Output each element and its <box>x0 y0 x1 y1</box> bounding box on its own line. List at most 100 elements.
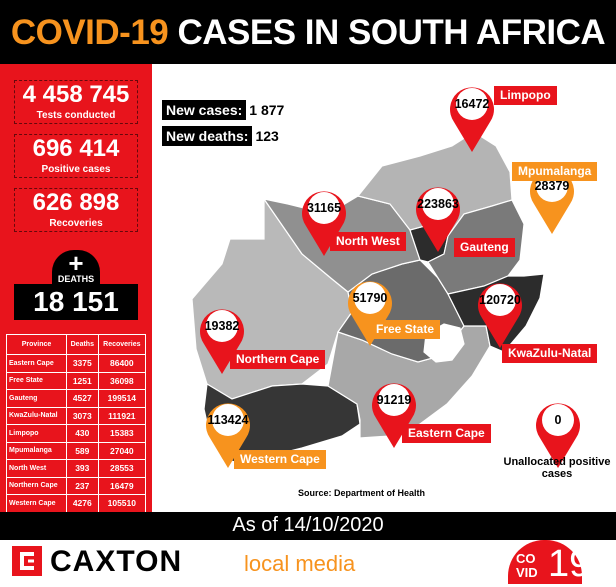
cell-deaths: 4276 <box>65 494 99 513</box>
cell-recoveries: 28553 <box>97 459 147 478</box>
table-row: Limpopo 430 15383 <box>6 424 147 443</box>
date-bar: As of 14/10/2020 <box>0 512 616 540</box>
cell-recoveries: 199514 <box>97 389 147 408</box>
pin-eastern-cape: 91219 <box>370 380 418 450</box>
brand-sub: local media <box>244 551 356 576</box>
table-row: Free State 1251 36098 <box>6 371 147 390</box>
positive-value: 696 414 <box>32 135 120 162</box>
pin-count: 91219 <box>376 393 412 407</box>
cell-recoveries: 111921 <box>97 406 147 425</box>
table-header: Recoveries <box>97 334 147 355</box>
caxton-logo-icon <box>12 546 42 576</box>
pin-gauteng: 223863 <box>414 184 462 254</box>
cell-deaths: 589 <box>65 441 99 460</box>
covid-badge: CO VID 19 <box>508 540 590 584</box>
map-pin-icon <box>416 187 460 252</box>
map-pin-icon <box>302 191 346 256</box>
positive-label: Positive cases <box>41 164 111 175</box>
label-free-state: Free State <box>370 320 441 339</box>
covid-badge-bottom: VID <box>516 565 538 580</box>
cell-deaths: 393 <box>65 459 99 478</box>
table-row: Eastern Cape 3375 86400 <box>6 354 147 373</box>
table-header: Deaths <box>65 334 99 355</box>
label-unallocated: Unallocated positive cases <box>503 456 611 480</box>
tests-value: 4 458 745 <box>22 81 130 108</box>
brand-name: CAXTON <box>50 545 183 578</box>
table-header-row: Province Deaths Recoveries <box>6 334 147 355</box>
new-cases-value: 1 877 <box>249 102 285 118</box>
label-western-cape: Western Cape <box>234 450 326 469</box>
cell-province: North West <box>6 459 67 478</box>
new-deaths-row: New deaths: 123 <box>162 126 279 146</box>
title-rest: CASES IN SOUTH AFRICA <box>177 13 606 52</box>
cell-province: Mpumalanga <box>6 441 67 460</box>
title-accent: COVID-19 <box>10 13 169 52</box>
new-cases-label: New cases: <box>162 100 247 120</box>
pin-north-west: 31165 <box>300 188 348 258</box>
pin-count: 120720 <box>479 293 521 307</box>
pin-unallocated: 0 <box>534 400 582 470</box>
pin-limpopo: 16472 <box>448 84 496 154</box>
covid-badge-top: CO <box>516 551 536 566</box>
label-eastern-cape: Eastern Cape <box>402 424 491 443</box>
cell-province: Western Cape <box>6 494 67 513</box>
pin-count: 0 <box>554 413 562 427</box>
covid-badge-number: 19 <box>548 543 591 585</box>
label-north-west: North West <box>330 232 406 251</box>
cell-province: Limpopo <box>6 424 67 443</box>
recoveries-label: Recoveries <box>49 218 103 229</box>
recoveries-value: 626 898 <box>32 189 120 216</box>
footer: CAXTON local media CO VID 19 <box>0 540 616 587</box>
map-pin-icon <box>372 383 416 448</box>
tests-box: 4 458 745 Tests conducted <box>14 80 138 124</box>
cell-recoveries: 36098 <box>97 371 147 390</box>
table-row: Western Cape 4276 105510 <box>6 494 147 513</box>
map-pin-icon <box>200 309 244 374</box>
pin-count: 16472 <box>454 97 490 111</box>
label-gauteng: Gauteng <box>454 238 515 257</box>
map-pin-icon <box>206 403 250 468</box>
table-header: Province <box>6 334 67 355</box>
positive-box: 696 414 Positive cases <box>14 134 138 178</box>
map-pin-icon <box>478 283 522 348</box>
cell-deaths: 3375 <box>65 354 99 373</box>
label-northern-cape: Northern Cape <box>230 350 326 369</box>
cell-recoveries: 15383 <box>97 424 147 443</box>
pin-kwazulu-natal: 120720 <box>476 280 524 350</box>
cell-province: Northern Cape <box>6 476 67 495</box>
recoveries-box: 626 898 Recoveries <box>14 188 138 232</box>
deaths-label: DEATHS <box>57 274 95 284</box>
cell-deaths: 4527 <box>65 389 99 408</box>
pin-western-cape: 113424 <box>204 400 252 470</box>
cell-recoveries: 105510 <box>97 494 147 513</box>
map-pin-icon <box>450 87 494 152</box>
deaths-tab: + DEATHS <box>52 250 100 284</box>
pin-count: 113424 <box>207 413 249 427</box>
map-pin-icon <box>348 281 392 346</box>
pin-count: 31165 <box>306 201 342 215</box>
cell-deaths: 237 <box>65 476 99 495</box>
table-row: Northern Cape 237 16479 <box>6 476 147 495</box>
cell-province: Gauteng <box>6 389 67 408</box>
cell-deaths: 3073 <box>65 406 99 425</box>
stats-sidebar: 4 458 745 Tests conducted 696 414 Positi… <box>0 64 152 513</box>
deaths-value: 18 151 <box>14 284 138 320</box>
cell-deaths: 430 <box>65 424 99 443</box>
page-title: COVID-19 CASES IN SOUTH AFRICA <box>0 0 616 64</box>
label-mpumalanga: Mpumalanga <box>512 162 598 181</box>
pin-free-state: 51790 <box>346 278 394 348</box>
table-row: KwaZulu-Natal 3073 111921 <box>6 406 147 425</box>
cell-recoveries: 86400 <box>97 354 147 373</box>
cross-icon: + <box>68 248 84 278</box>
new-deaths-value: 123 <box>255 128 279 144</box>
cell-province: Free State <box>6 371 67 390</box>
cell-province: KwaZulu-Natal <box>6 406 67 425</box>
label-limpopo: Limpopo <box>494 86 557 105</box>
map-pin-icon <box>536 403 580 468</box>
deaths-block: + DEATHS 18 151 <box>14 250 138 322</box>
table-row: North West 393 28553 <box>6 459 147 478</box>
new-deaths-label: New deaths: <box>162 126 253 146</box>
table-row: Mpumalanga 589 27040 <box>6 441 147 460</box>
label-kwazulu-natal: KwaZulu-Natal <box>502 344 598 363</box>
cell-province: Eastern Cape <box>6 354 67 373</box>
